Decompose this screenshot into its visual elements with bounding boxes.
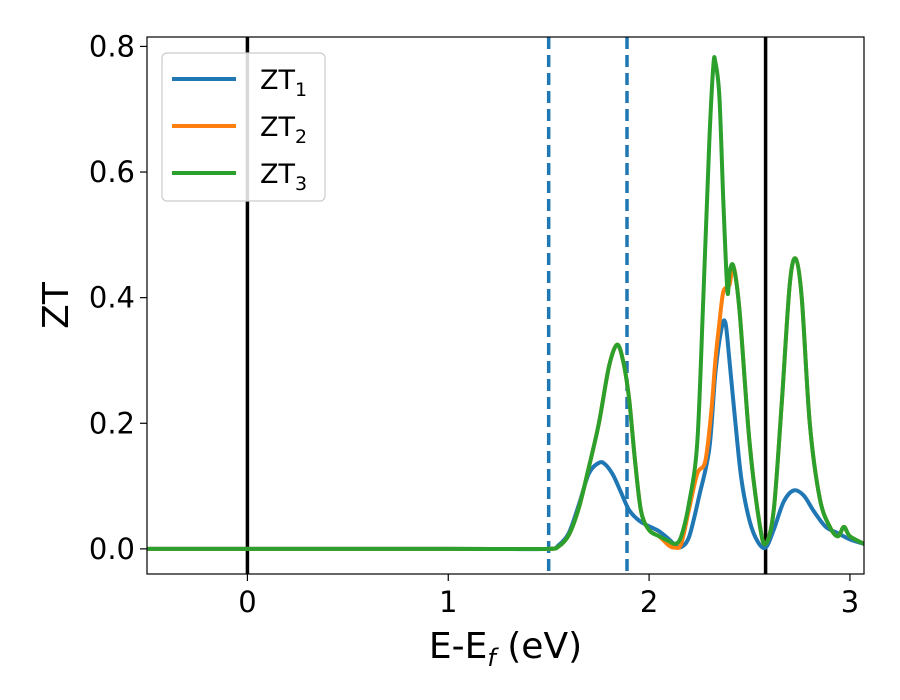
legend-label-subscript: 3 <box>295 173 307 195</box>
x-tick-label: 0 <box>238 585 256 619</box>
x-axis-label-main: E-E <box>429 626 487 667</box>
x-tick-label: 2 <box>640 585 658 619</box>
legend-box <box>161 52 326 202</box>
y-tick-label: 0.2 <box>89 406 135 440</box>
x-axis-label-unit: (eV) <box>496 626 582 667</box>
legend-label-main: ZT <box>260 159 295 190</box>
legend-label-zt3: ZT3 <box>260 159 307 195</box>
legend-label-main: ZT <box>260 65 295 96</box>
x-tick-label: 1 <box>439 585 457 619</box>
legend-label-zt1: ZT1 <box>260 65 307 101</box>
x-tick-label: 3 <box>841 585 859 619</box>
y-tick-label: 0.8 <box>89 29 135 63</box>
axes-frame <box>146 36 865 575</box>
series-line-zt3 <box>147 55 864 552</box>
x-axis-label: E-Ef (eV) <box>429 626 582 672</box>
legend-label-zt2: ZT2 <box>260 112 307 148</box>
y-tick-label: 0.0 <box>89 532 135 566</box>
axes: 0 1 2 3 0.0 0.2 0.4 0.6 0.8 <box>89 29 865 619</box>
legend-label-main: ZT <box>260 112 295 143</box>
legend-label-subscript: 1 <box>295 79 307 101</box>
y-tick-label: 0.4 <box>89 281 135 315</box>
y-tick-label: 0.6 <box>89 155 135 189</box>
y-axis-label: ZT <box>36 281 77 329</box>
legend-label-subscript: 2 <box>295 126 307 148</box>
